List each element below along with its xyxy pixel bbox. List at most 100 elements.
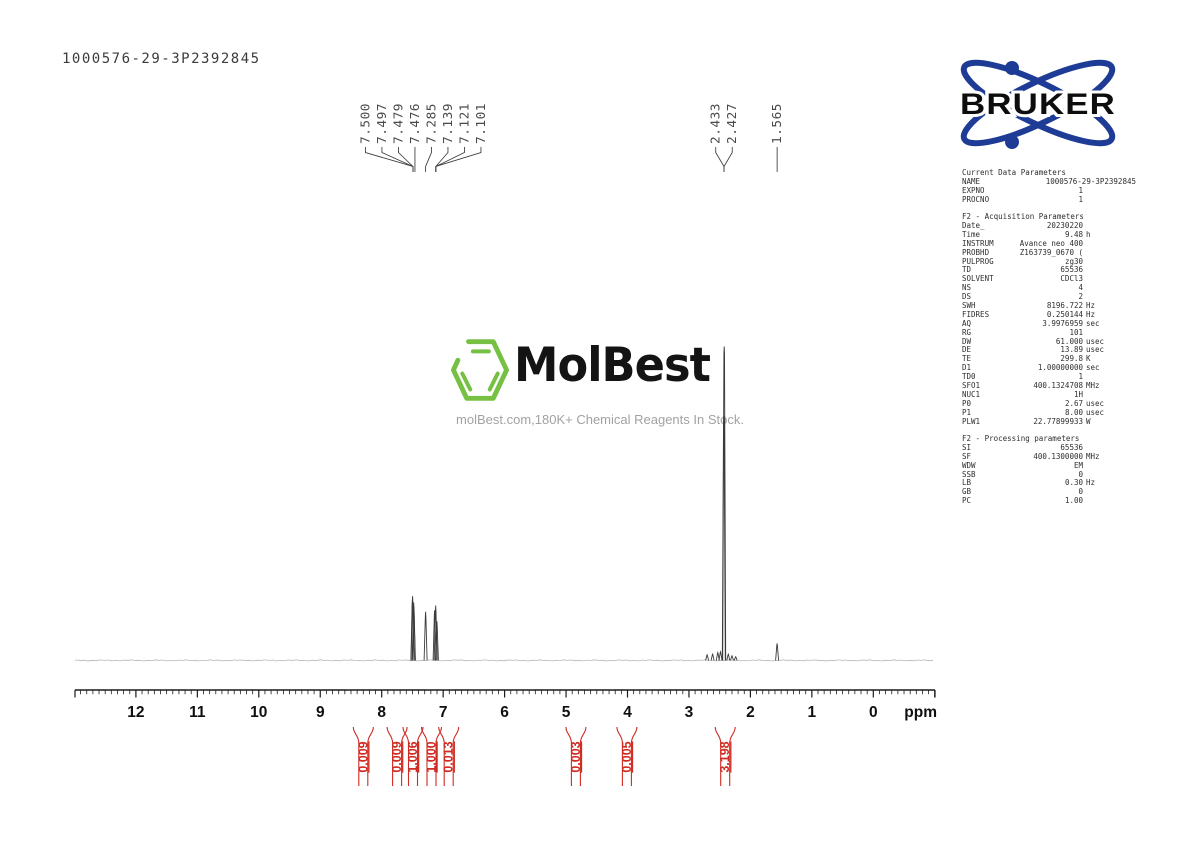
orbit-ellipse bbox=[960, 59, 1116, 147]
shift-label: 7.285 bbox=[424, 103, 439, 144]
param-value: 8196.722 bbox=[1046, 300, 1083, 310]
integral-bracket bbox=[452, 726, 460, 786]
bruker-logo: BRUKER bbox=[953, 57, 1123, 149]
nmr-peak bbox=[411, 607, 416, 661]
parameter-row: SSB 0 bbox=[962, 470, 1112, 479]
param-value: 400.1324708 bbox=[1033, 380, 1083, 390]
integral-labels: 0.009 0.009 1.006 1.000 0.013 0.003 0.005 3.198 bbox=[352, 726, 736, 786]
parameter-row bbox=[962, 204, 1112, 213]
param-unit bbox=[1083, 461, 1112, 470]
param-unit: sec bbox=[1086, 363, 1100, 373]
param-value: 1 bbox=[1078, 185, 1083, 195]
integral-bracket bbox=[352, 726, 360, 786]
param-name: NAME bbox=[962, 176, 981, 186]
param-unit bbox=[1083, 470, 1112, 479]
param-unit bbox=[1083, 204, 1112, 213]
param-name: Time bbox=[962, 229, 981, 239]
param-unit: MHz bbox=[1086, 451, 1100, 461]
param-unit: K bbox=[1086, 354, 1091, 364]
param-name: Date_ bbox=[962, 220, 985, 230]
nmr-peak bbox=[733, 655, 738, 661]
param-unit: MHz bbox=[1086, 380, 1100, 390]
electron-dot bbox=[1005, 61, 1019, 75]
param-value: EM bbox=[1073, 460, 1083, 470]
axis-tick-label: 3 bbox=[685, 704, 694, 721]
integral-value: 0.009 bbox=[390, 741, 404, 772]
param-unit bbox=[1083, 257, 1112, 266]
param-value bbox=[1006, 425, 1083, 434]
param-value bbox=[1006, 204, 1083, 213]
integral-bracket bbox=[438, 726, 445, 786]
param-unit: usec bbox=[1086, 407, 1105, 417]
param-name: GB bbox=[962, 487, 972, 497]
nmr-peak bbox=[423, 611, 428, 661]
shift-label-connector bbox=[398, 147, 414, 172]
param-name: FIDRES bbox=[962, 309, 990, 319]
benzene-bond-right bbox=[487, 371, 500, 392]
param-name bbox=[962, 204, 1006, 213]
shift-label: 2.427 bbox=[725, 103, 740, 144]
sample-id: 1000576-29-3P2392845 bbox=[62, 51, 261, 67]
integral-bracket bbox=[729, 726, 736, 786]
molbest-tagline: molBest.com,180K+ Chemical Reagents In S… bbox=[456, 412, 744, 427]
param-name: D1 bbox=[962, 363, 972, 373]
param-value: Z163739_0670 ( bbox=[1019, 247, 1083, 257]
param-name: RG bbox=[962, 327, 972, 337]
axis-unit-label: ppm bbox=[904, 704, 937, 721]
axis-tick-label: 9 bbox=[316, 704, 325, 721]
axis-tick-label: 2 bbox=[746, 704, 755, 721]
parameter-row: SFO1 400.1324708 MHz bbox=[962, 381, 1112, 390]
param-name: DW bbox=[962, 336, 972, 346]
axis-tick-label: 10 bbox=[250, 704, 267, 721]
parameter-row bbox=[962, 425, 1112, 434]
param-name: Current Data Parameters bbox=[962, 168, 1066, 177]
acquisition-parameters-panel: Current Data Parameters NAME 1000576-29-… bbox=[962, 168, 1136, 506]
parameter-row: Current Data Parameters bbox=[962, 168, 1112, 177]
parameter-row: GB 0 bbox=[962, 487, 1112, 496]
parameter-row: NS 4 bbox=[962, 283, 1112, 292]
parameter-row: P0 2.67 usec bbox=[962, 399, 1112, 408]
param-unit bbox=[1083, 390, 1112, 399]
bruker-wordmark: BRUKER bbox=[960, 88, 1116, 121]
param-unit: Hz bbox=[1086, 300, 1096, 310]
shift-label-connector bbox=[425, 147, 432, 172]
shift-label-connector bbox=[435, 147, 482, 172]
param-value: 0.30 bbox=[1064, 478, 1083, 488]
param-value: 299.8 bbox=[1060, 354, 1083, 364]
param-unit bbox=[1083, 372, 1112, 381]
integral-bracket bbox=[402, 726, 410, 786]
orbit-ellipse bbox=[960, 59, 1116, 147]
parameter-row: Time 9.48 h bbox=[962, 230, 1112, 239]
param-name: F2 - Processing parameters bbox=[962, 433, 1080, 443]
param-unit bbox=[1083, 496, 1112, 505]
parameter-row: RG 101 bbox=[962, 328, 1112, 337]
param-name: NS bbox=[962, 283, 972, 293]
param-unit: usec bbox=[1086, 336, 1105, 346]
param-value: 3.9976959 bbox=[1042, 318, 1083, 328]
electron-dot bbox=[1005, 135, 1019, 149]
nmr-peak bbox=[730, 654, 734, 661]
param-value: 1.00 bbox=[1064, 496, 1083, 506]
integral-bracket bbox=[386, 726, 394, 786]
shift-label-connector bbox=[381, 147, 414, 172]
param-unit bbox=[1083, 265, 1112, 274]
parameter-row: P1 8.00 usec bbox=[962, 408, 1112, 417]
param-name: EXPNO bbox=[962, 185, 985, 195]
param-unit: h bbox=[1086, 229, 1091, 239]
param-unit bbox=[1083, 292, 1112, 301]
parameter-row: Date_ 20230220 bbox=[962, 221, 1112, 230]
benzene-ring-outline bbox=[450, 339, 510, 401]
axis-tick-label: 8 bbox=[377, 704, 386, 721]
parameter-row: DW 61.000 usec bbox=[962, 337, 1112, 346]
parameter-row: NAME 1000576-29-3P2392845 bbox=[962, 176, 1136, 186]
param-name: SWH bbox=[962, 300, 976, 310]
integral-value: 1.006 bbox=[406, 741, 420, 772]
integral-bracket bbox=[420, 726, 428, 786]
param-name: SOLVENT bbox=[962, 274, 994, 284]
param-value: 65536 bbox=[1060, 442, 1083, 452]
parameter-row: SF 400.1300000 MHz bbox=[962, 452, 1112, 461]
param-name: SSB bbox=[962, 469, 976, 479]
param-name: TD bbox=[962, 265, 972, 275]
param-value: Avance neo 400 bbox=[1019, 238, 1083, 248]
nmr-peak bbox=[710, 652, 715, 661]
